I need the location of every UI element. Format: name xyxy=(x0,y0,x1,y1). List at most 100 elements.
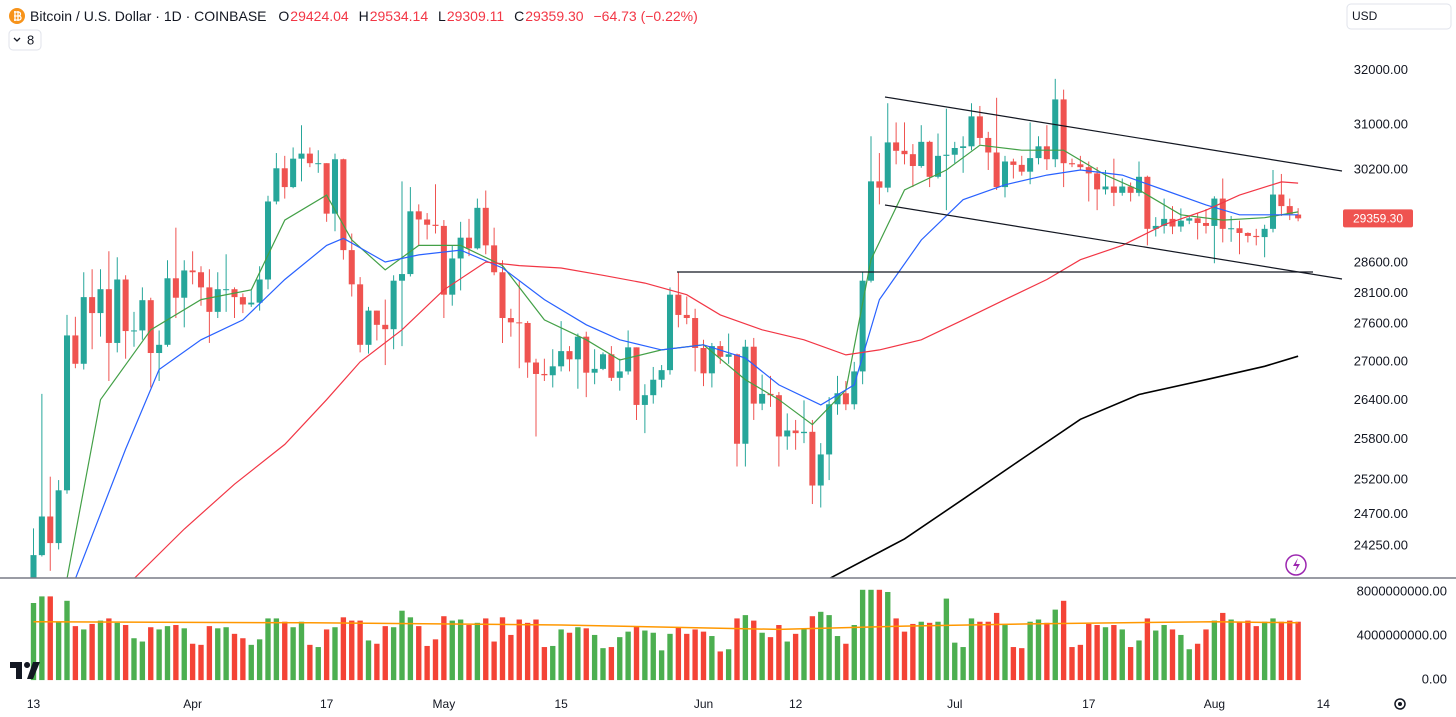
volume-bar xyxy=(106,618,112,681)
volume-bar xyxy=(432,639,439,681)
alert-icon[interactable] xyxy=(1285,554,1307,576)
volume-bar xyxy=(349,620,355,681)
candle-body xyxy=(97,289,104,314)
volume-ma xyxy=(33,620,1299,631)
y-tick-label: 25800.00 xyxy=(1354,431,1408,446)
volume-pane xyxy=(30,589,1301,681)
candle-body xyxy=(1077,164,1084,168)
volume-bar xyxy=(625,631,631,681)
indicator-toggle[interactable]: 8 xyxy=(8,29,42,51)
candle-body xyxy=(524,322,531,363)
y-tick-label: 27000.00 xyxy=(1354,353,1408,368)
candle-body xyxy=(717,346,724,357)
candle-body xyxy=(1152,225,1159,229)
symbol-title: Bitcoin / U.S. Dollar · 1D · COINBASE xyxy=(30,8,267,24)
candle-body xyxy=(315,163,322,165)
volume-bar xyxy=(1228,619,1234,681)
volume-bar xyxy=(1019,648,1025,681)
candle-body xyxy=(248,302,255,305)
candle-body xyxy=(306,153,313,164)
volume-tick-label: 0.00 xyxy=(1422,672,1447,687)
candle-body xyxy=(273,168,280,202)
candle-body xyxy=(290,158,297,188)
candle-body xyxy=(256,279,263,303)
volume-bar xyxy=(189,643,196,681)
currency-select[interactable]: USD xyxy=(1346,3,1452,30)
candle-body xyxy=(474,207,481,249)
volume-bar xyxy=(357,620,363,681)
volume-bar xyxy=(298,621,305,681)
candle-body xyxy=(1278,194,1285,207)
volume-bar xyxy=(767,637,774,681)
candle-body xyxy=(893,142,900,151)
volume-bar xyxy=(416,626,422,681)
candle-body xyxy=(792,430,799,434)
volume-bar xyxy=(993,612,1000,681)
x-tick-label: Jun xyxy=(694,697,713,711)
price-tag-label: 29359.30 xyxy=(1353,212,1403,226)
volume-bar xyxy=(851,625,857,681)
candle-body xyxy=(1169,218,1176,227)
ohlc-value: 29424.04 xyxy=(290,8,349,24)
candle-body xyxy=(759,393,766,404)
volume-bar xyxy=(499,617,506,681)
volume-bar xyxy=(952,642,958,681)
volume-bar xyxy=(30,602,37,681)
candle-body xyxy=(147,300,154,354)
candle-body xyxy=(750,346,757,404)
price-pane xyxy=(30,78,1302,578)
candle-body xyxy=(976,116,983,138)
candle-body xyxy=(1018,164,1025,172)
candle-body xyxy=(775,395,782,437)
volume-bar xyxy=(1102,627,1109,681)
settings-icon[interactable] xyxy=(1394,698,1406,710)
volume-bar xyxy=(1153,630,1159,681)
volume-bar xyxy=(1127,647,1134,681)
candle-body xyxy=(63,335,71,491)
volume-bar xyxy=(449,620,455,681)
candle-body xyxy=(1295,214,1302,219)
select-box[interactable] xyxy=(1346,3,1452,30)
x-tick-label: 12 xyxy=(789,697,803,711)
candle-body xyxy=(658,370,665,380)
toggle-box[interactable] xyxy=(8,29,42,51)
candle-body xyxy=(365,310,372,345)
volume-bar xyxy=(215,628,221,681)
x-tick-label: Aug xyxy=(1204,697,1225,711)
volume-bar xyxy=(843,643,849,681)
candle-body xyxy=(1094,173,1101,190)
volume-bar xyxy=(926,622,933,681)
ohlc-value: 29359.30 xyxy=(525,8,584,24)
candle-body xyxy=(1110,186,1117,193)
volume-bar xyxy=(382,626,388,681)
volume-bar xyxy=(55,621,62,681)
candle-body xyxy=(876,181,883,188)
change: −64.73 (−0.22%) xyxy=(593,8,697,24)
chevron xyxy=(13,37,21,42)
moving-average xyxy=(828,355,1299,578)
candle-body xyxy=(507,318,514,323)
candle-body xyxy=(1244,232,1251,236)
volume-bar xyxy=(248,644,254,681)
candle-body xyxy=(206,287,213,312)
candle-body xyxy=(608,354,615,378)
volume-bar xyxy=(97,620,104,681)
volume-bar xyxy=(935,621,941,681)
candle-body xyxy=(1027,158,1034,172)
volume-bar xyxy=(826,615,832,681)
volume-bar xyxy=(332,627,338,681)
header: Bitcoin / U.S. Dollar · 1D · COINBASE O2… xyxy=(30,8,698,24)
candle-body xyxy=(817,454,824,486)
candle-body xyxy=(968,116,975,147)
volume-bar xyxy=(1270,618,1276,681)
volume-bar xyxy=(122,625,129,681)
candle-body xyxy=(616,371,623,378)
candle-body xyxy=(1211,198,1218,226)
candle-body xyxy=(89,297,96,314)
candle-body xyxy=(340,159,347,251)
volume-bar xyxy=(164,626,171,681)
x-tick-label: 17 xyxy=(320,697,334,711)
volume-bar xyxy=(943,598,950,681)
y-tick-label: 30200.00 xyxy=(1354,161,1408,176)
candle-body xyxy=(800,431,808,434)
